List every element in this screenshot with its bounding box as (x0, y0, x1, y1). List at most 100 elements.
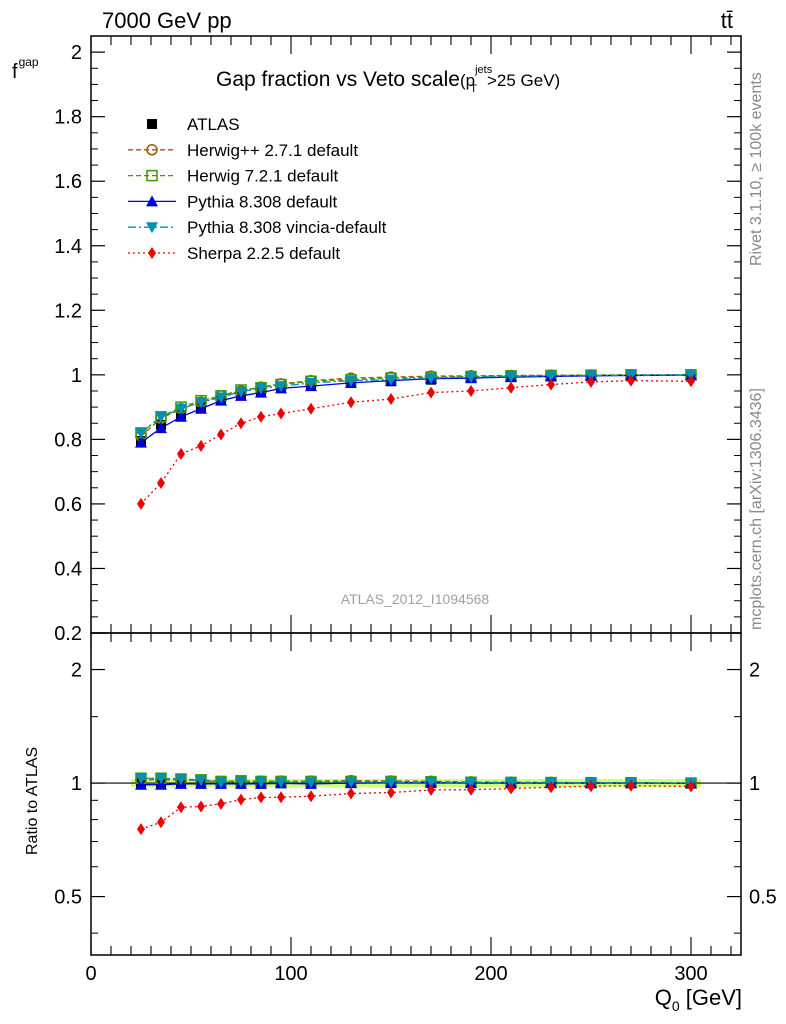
ratio-point (387, 786, 395, 799)
legend-label: ATLAS (187, 115, 240, 134)
main-y-tick-label: 0.4 (54, 558, 82, 580)
legend-entry-pythia-8-308-default: Pythia 8.308 default (128, 192, 338, 211)
main-line-pythia-8-308-vincia-default (140, 374, 692, 434)
x-tick-label: 0 (85, 963, 96, 985)
ratio-point (345, 776, 357, 788)
legend-label: Pythia 8.308 default (187, 192, 338, 211)
main-y-axis-label-sub: gap (19, 55, 39, 69)
ratio-point (195, 775, 207, 787)
x-tick-label: 200 (474, 963, 507, 985)
x-axis: 0 100 200 300 (85, 36, 732, 985)
ratio-point (425, 777, 437, 789)
ratio-point (257, 791, 265, 804)
main-point (175, 403, 187, 415)
chart-title-main: Gap fraction vs Veto scale (216, 68, 460, 91)
ratio-series-layer (135, 772, 697, 836)
x-axis-label-unit: [GeV] (680, 985, 742, 1010)
main-point (345, 375, 357, 387)
ratio-y-tick-label: 2 (71, 660, 82, 682)
x-axis-label-sub: 0 (672, 998, 680, 1014)
x-tick-label: 100 (274, 963, 307, 985)
legend-label: Herwig 7.2.1 default (187, 167, 338, 186)
main-y-tick-label: 1.8 (54, 107, 82, 129)
chart-title: Gap fraction vs Veto scale(pjets T >25 GeV… (216, 64, 560, 95)
ratio-point (255, 776, 267, 788)
ratio-y-axis: 0.5 0.5 1 1 2 2 (54, 632, 777, 934)
main-point (385, 374, 397, 386)
legend-marker (146, 144, 158, 156)
mcplots-reference-label: mcplots.cern.ch [arXiv:1306.3436] (748, 388, 765, 630)
main-point (305, 377, 317, 389)
ratio-series-sherpa-2-2-5-default (137, 779, 695, 836)
main-y-tick-label: 0.6 (54, 494, 82, 516)
main-point (157, 476, 165, 489)
main-point (425, 373, 437, 385)
main-y-axis: 0.2 0.4 0.6 0.8 1 1.2 1.4 1.6 1.8 2 (54, 42, 741, 645)
legend-label: Herwig++ 2.7.1 default (187, 141, 358, 160)
main-y-tick-label: 2 (71, 42, 82, 64)
main-point (465, 372, 477, 384)
ratio-y-tick-label: 1 (71, 773, 82, 795)
x-axis-label-main: Q (655, 985, 672, 1010)
main-y-tick-label: 1 (71, 365, 82, 387)
ratio-y-tick-label-right: 2 (749, 660, 760, 682)
ratio-point (217, 797, 225, 810)
ratio-y-tick-label-right: 1 (749, 773, 760, 795)
main-point (257, 410, 265, 423)
main-point (687, 375, 695, 388)
main-y-tick-label: 0.8 (54, 429, 82, 451)
main-point (155, 411, 167, 423)
main-point (155, 422, 167, 434)
ratio-point (305, 777, 317, 789)
main-point (587, 375, 595, 388)
main-y-tick-label: 0.2 (54, 623, 82, 645)
ratio-point (237, 793, 245, 806)
main-y-axis-label: fgap (12, 55, 39, 83)
main-point (137, 497, 145, 510)
main-point (627, 374, 635, 387)
ratio-point (507, 782, 515, 795)
ratio-point (347, 787, 355, 800)
analysis-id-watermark: ATLAS_2012_I1094568 (341, 591, 490, 607)
process-label: tt̄ (721, 8, 733, 33)
main-point (545, 370, 557, 382)
legend-entry-sherpa-2-2-5-default: Sherpa 2.2.5 default (128, 244, 340, 263)
legend-marker (146, 222, 158, 234)
ratio-point (137, 823, 145, 836)
legend-entry-pythia-8-308-vincia-default: Pythia 8.308 vincia-default (128, 218, 387, 237)
ratio-point (427, 783, 435, 796)
ratio-point (587, 780, 595, 793)
ratio-point (155, 773, 167, 785)
main-point (215, 392, 227, 404)
main-point (135, 436, 147, 448)
ratio-point (177, 801, 185, 814)
main-point (135, 427, 147, 439)
main-point (427, 386, 435, 399)
main-line-sherpa-2-2-5-default (140, 379, 692, 505)
main-y-axis-label-main: f (12, 61, 18, 83)
main-point (197, 439, 205, 452)
ratio-point (175, 774, 187, 786)
legend: ATLAS Herwig++ 2.7.1 default Herwig 7.2.1 … (128, 115, 387, 263)
ratio-series-pythia-8-308-vincia-default (135, 773, 697, 790)
main-y-tick-label: 1.4 (54, 236, 82, 258)
main-point (237, 417, 245, 430)
legend-entry-herwig-2-7-1-default: Herwig++ 2.7.1 default (128, 141, 358, 160)
x-axis-label: Q0 [GeV] (655, 985, 742, 1014)
ratio-point (467, 783, 475, 796)
legend-marker (148, 247, 156, 259)
legend-label: Pythia 8.308 vincia-default (187, 218, 387, 237)
main-point (217, 428, 225, 441)
legend-marker (146, 195, 158, 207)
chart-title-cut-sub: T (470, 83, 477, 95)
main-point (387, 393, 395, 406)
ratio-point (465, 777, 477, 789)
ratio-point (687, 780, 695, 793)
ratio-y-axis-label: Ratio to ATLAS (24, 747, 41, 855)
ratio-point (157, 816, 165, 829)
chart-title-cut-open: (p (460, 71, 475, 90)
main-y-tick-label: 1.2 (54, 300, 82, 322)
main-point (177, 447, 185, 460)
main-point (275, 381, 287, 393)
